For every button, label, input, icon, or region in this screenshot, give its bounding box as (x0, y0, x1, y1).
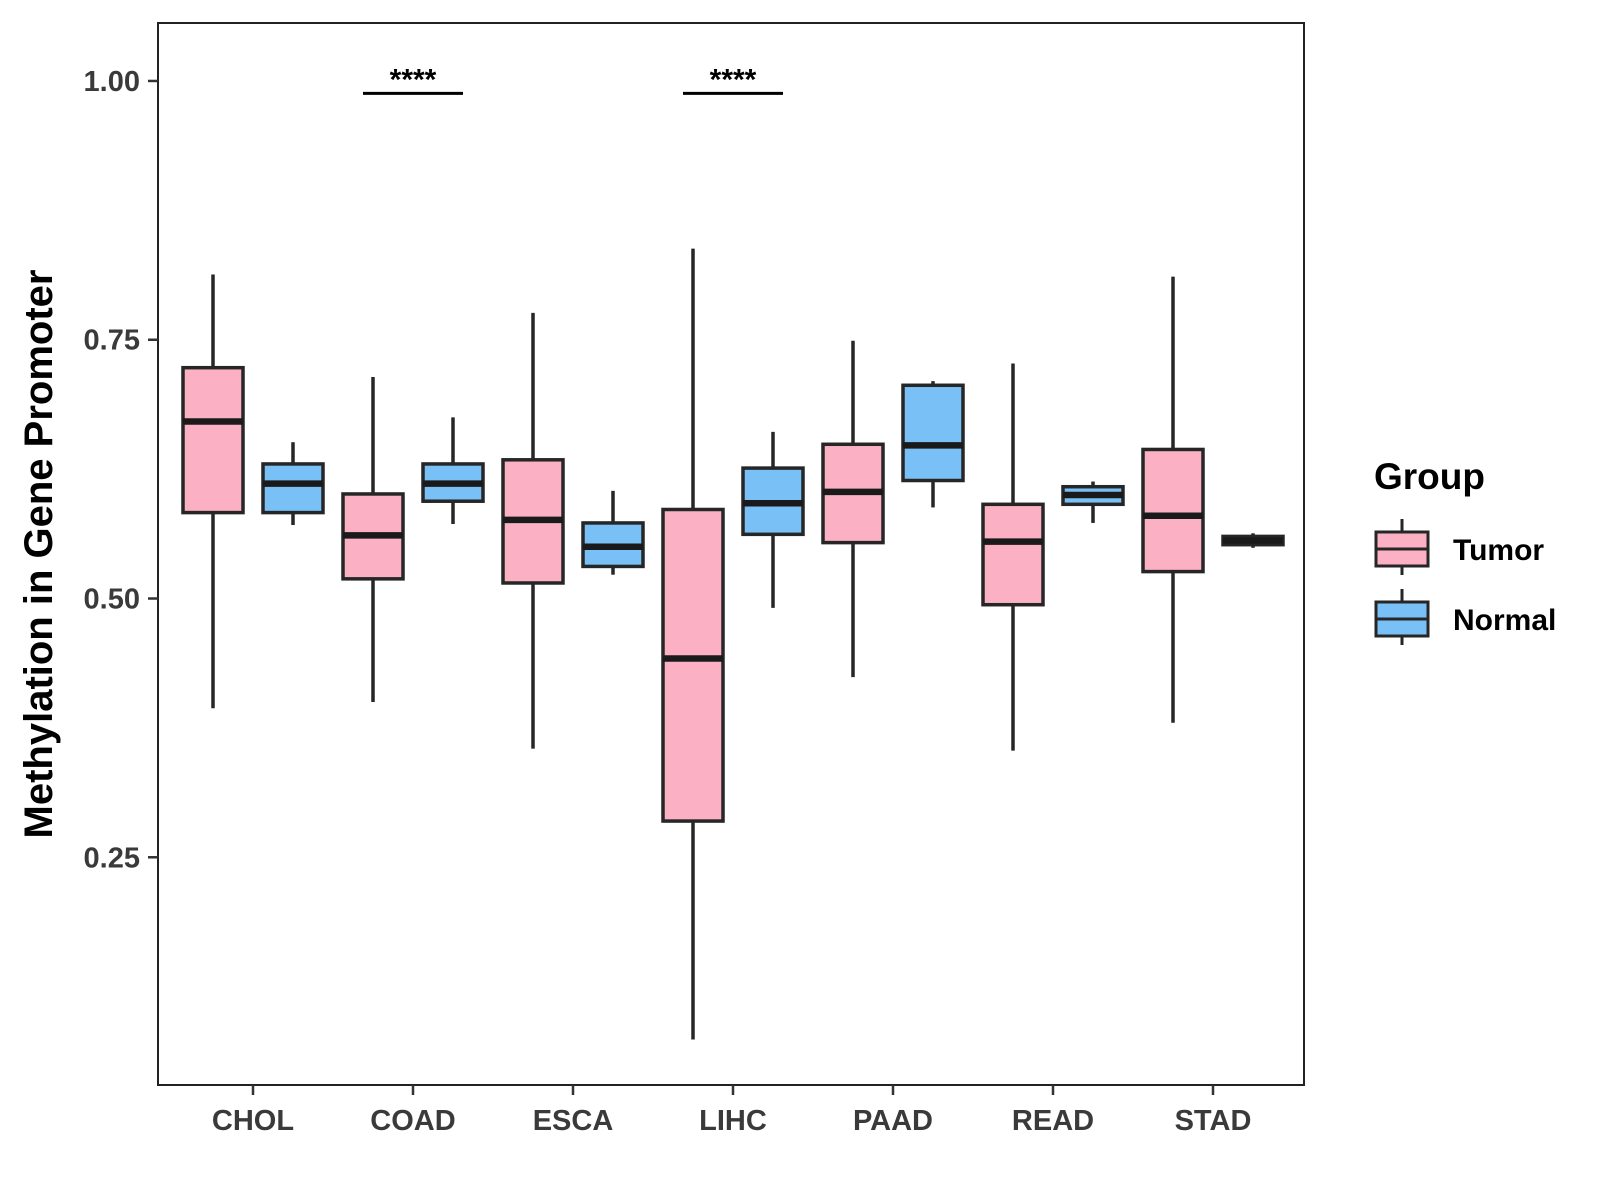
box-body (901, 383, 965, 483)
box-tumor-paad (821, 340, 885, 678)
box-body (661, 507, 725, 823)
x-tick-label: ESCA (533, 1105, 614, 1137)
box-normal-stad (1221, 533, 1285, 548)
x-tick-label: LIHC (699, 1105, 767, 1137)
box-body (1141, 447, 1205, 574)
y-tick-label: 0.25 (84, 842, 140, 874)
box-tumor-esca (501, 312, 565, 749)
axes: 0.25 0.50 0.75 1.00 CHOL COAD ESCA LIHC PAAD READ… (84, 66, 1252, 1137)
box-normal-chol (261, 442, 325, 526)
box-normal-esca (581, 490, 645, 575)
legend-title: Group (1374, 456, 1485, 497)
box-normal-read (1061, 481, 1125, 523)
x-tick-label: COAD (370, 1105, 455, 1137)
y-tick-label: 1.00 (84, 66, 140, 98)
y-tick-label: 0.75 (84, 325, 140, 357)
legend-item-label: Tumor (1453, 534, 1544, 567)
box-body (981, 502, 1045, 607)
y-axis-title: Methylation in Gene Promoter (17, 270, 61, 839)
significance-label: **** (390, 63, 437, 96)
legend-item-normal: Normal (1374, 589, 1556, 645)
box-normal-lihc (741, 431, 805, 608)
box-tumor-read (981, 363, 1045, 751)
box-tumor-chol (181, 274, 245, 709)
x-tick-label: PAAD (853, 1105, 933, 1137)
y-tick-label: 0.50 (84, 584, 140, 616)
legend-item-label: Normal (1453, 604, 1556, 637)
box-tumor-coad (341, 377, 405, 703)
x-tick-label: STAD (1175, 1105, 1252, 1137)
significance-label: **** (710, 63, 757, 96)
legend: Group Tumor Normal (1374, 456, 1556, 645)
plot-panel-border (157, 22, 1305, 1086)
box-body (261, 462, 325, 515)
x-tick-label: READ (1012, 1105, 1094, 1137)
box-tumor-stad (1141, 276, 1205, 723)
box-normal-coad (421, 417, 485, 524)
box-body (181, 365, 245, 515)
x-tick-label: CHOL (212, 1105, 294, 1137)
box-normal-paad (901, 381, 965, 508)
legend-item-tumor: Tumor (1374, 519, 1544, 575)
box-tumor-lihc (661, 248, 725, 1040)
plot-area: **** **** (181, 63, 1285, 1040)
